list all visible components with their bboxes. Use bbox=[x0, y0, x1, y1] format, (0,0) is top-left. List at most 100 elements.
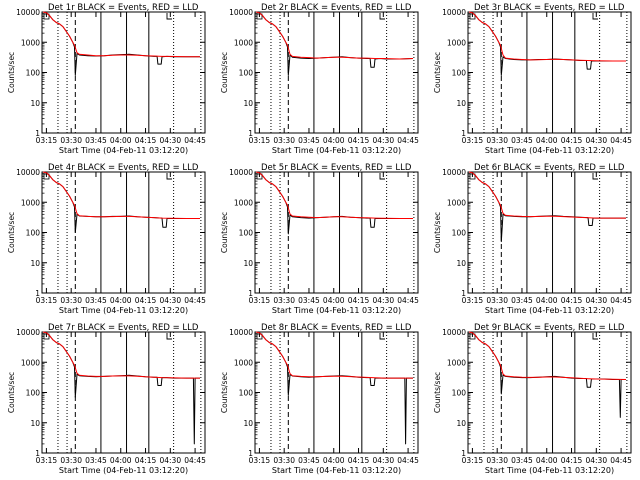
panel-title: Det 6r BLACK = Events, RED = LLD bbox=[474, 163, 625, 173]
detector-panel: Det 9r BLACK = Events, RED = LLD 1 10 100 10… bbox=[433, 323, 632, 475]
x-tick-label: 04:15 bbox=[135, 296, 157, 305]
y-tick-label: 1000 bbox=[234, 198, 253, 207]
x-tick-label: 04:00 bbox=[323, 136, 345, 145]
detector-panel: Det 5r BLACK = Events, RED = LLD 1 10 100 10… bbox=[220, 163, 419, 315]
bracket-mark bbox=[379, 333, 386, 340]
panel-title: Det 1r BLACK = Events, RED = LLD bbox=[48, 3, 199, 13]
plot-frame bbox=[254, 171, 419, 294]
x-tick-label: 03:45 bbox=[85, 456, 107, 465]
x-tick-label: 04:30 bbox=[372, 456, 394, 465]
y-tick-label: 10000 bbox=[442, 8, 466, 17]
panel-title: Det 2r BLACK = Events, RED = LLD bbox=[261, 3, 412, 13]
y-tick-label: 1000 bbox=[21, 198, 40, 207]
x-axis-label: Start Time (04-Feb-11 03:12:20) bbox=[485, 306, 614, 315]
y-axis-label: Counts/sec bbox=[220, 372, 229, 413]
x-tick-label: 03:15 bbox=[36, 136, 58, 145]
plot-frame bbox=[254, 331, 419, 454]
x-tick-label: 03:15 bbox=[249, 296, 271, 305]
y-tick-label: 1000 bbox=[447, 198, 466, 207]
y-tick-label: 10000 bbox=[229, 328, 253, 337]
lld-series-line bbox=[255, 331, 413, 379]
x-tick-label: 03:45 bbox=[298, 136, 320, 145]
detector-panel: Det 1r BLACK = Events, RED = LLD 1 10 100 10… bbox=[7, 3, 206, 155]
panel-title: Det 3r BLACK = Events, RED = LLD bbox=[474, 3, 625, 13]
bracket-mark bbox=[592, 333, 599, 340]
x-tick-label: 04:15 bbox=[135, 456, 157, 465]
x-tick-label: 03:30 bbox=[60, 136, 82, 145]
y-tick-label: 10 bbox=[243, 259, 253, 268]
x-axis-label: Start Time (04-Feb-11 03:12:20) bbox=[485, 466, 614, 475]
x-axis-label: Start Time (04-Feb-11 03:12:20) bbox=[272, 466, 401, 475]
x-tick-label: 04:00 bbox=[536, 136, 558, 145]
x-tick-label: 04:30 bbox=[585, 296, 607, 305]
y-axis-label: Counts/sec bbox=[433, 52, 442, 93]
x-tick-label: 04:00 bbox=[110, 136, 132, 145]
events-series-line bbox=[468, 171, 626, 243]
y-tick-label: 10 bbox=[30, 419, 40, 428]
y-tick-label: 100 bbox=[239, 389, 254, 398]
y-tick-label: 10000 bbox=[16, 168, 40, 177]
x-tick-label: 04:45 bbox=[397, 296, 419, 305]
x-axis-label: Start Time (04-Feb-11 03:12:20) bbox=[59, 146, 188, 155]
y-tick-label: 10000 bbox=[16, 328, 40, 337]
x-tick-label: 03:45 bbox=[511, 296, 533, 305]
panel-title: Det 7r BLACK = Events, RED = LLD bbox=[48, 323, 199, 333]
x-tick-label: 04:45 bbox=[397, 136, 419, 145]
x-axis-label: Start Time (04-Feb-11 03:12:20) bbox=[59, 306, 188, 315]
x-tick-label: 04:00 bbox=[536, 296, 558, 305]
x-tick-label: 04:15 bbox=[348, 296, 370, 305]
x-tick-label: 03:45 bbox=[511, 136, 533, 145]
detector-panel: Det 2r BLACK = Events, RED = LLD 1 10 100 10… bbox=[220, 3, 419, 155]
detector-panel: Det 6r BLACK = Events, RED = LLD 1 10 100 10… bbox=[433, 163, 632, 315]
y-tick-label: 10 bbox=[30, 259, 40, 268]
plot-frame bbox=[254, 11, 419, 134]
x-tick-label: 04:30 bbox=[159, 456, 181, 465]
events-series-line bbox=[42, 331, 200, 445]
x-tick-label: 04:45 bbox=[184, 456, 206, 465]
x-tick-label: 03:30 bbox=[60, 456, 82, 465]
y-tick-label: 10 bbox=[243, 419, 253, 428]
lld-series-line bbox=[42, 171, 200, 219]
panel-title: Det 9r BLACK = Events, RED = LLD bbox=[474, 323, 625, 333]
plot-frame bbox=[467, 11, 632, 134]
x-tick-label: 03:30 bbox=[60, 296, 82, 305]
x-tick-label: 04:15 bbox=[348, 456, 370, 465]
y-axis-label: Counts/sec bbox=[220, 52, 229, 93]
x-tick-label: 04:15 bbox=[561, 296, 583, 305]
x-tick-label: 03:30 bbox=[486, 456, 508, 465]
bracket-mark bbox=[592, 173, 599, 180]
y-tick-label: 1 bbox=[248, 289, 253, 298]
x-tick-label: 04:45 bbox=[610, 456, 632, 465]
plot-frame bbox=[41, 331, 206, 454]
y-tick-label: 100 bbox=[26, 69, 41, 78]
y-tick-label: 100 bbox=[452, 229, 467, 238]
panel-title: Det 4r BLACK = Events, RED = LLD bbox=[48, 163, 199, 173]
y-axis-label: Counts/sec bbox=[433, 212, 442, 253]
detector-panel: Det 4r BLACK = Events, RED = LLD 1 10 100 10… bbox=[7, 163, 206, 315]
plot-frame bbox=[41, 171, 206, 294]
x-tick-label: 03:15 bbox=[462, 456, 484, 465]
lld-series-line bbox=[42, 11, 200, 58]
x-tick-label: 04:30 bbox=[372, 136, 394, 145]
x-tick-label: 04:45 bbox=[610, 136, 632, 145]
x-tick-label: 03:30 bbox=[273, 136, 295, 145]
x-axis-label: Start Time (04-Feb-11 03:12:20) bbox=[59, 466, 188, 475]
y-axis-label: Counts/sec bbox=[7, 372, 16, 413]
y-tick-label: 1 bbox=[35, 289, 40, 298]
y-tick-label: 10000 bbox=[229, 8, 253, 17]
y-tick-label: 1000 bbox=[21, 38, 40, 47]
y-tick-label: 10000 bbox=[16, 8, 40, 17]
x-tick-label: 04:30 bbox=[585, 456, 607, 465]
y-tick-label: 1000 bbox=[234, 358, 253, 367]
y-tick-label: 100 bbox=[452, 389, 467, 398]
y-tick-label: 1 bbox=[248, 449, 253, 458]
y-tick-label: 10 bbox=[456, 259, 466, 268]
y-tick-label: 10000 bbox=[442, 328, 466, 337]
x-tick-label: 03:30 bbox=[486, 296, 508, 305]
detector-panel: Det 7r BLACK = Events, RED = LLD 1 10 100 10… bbox=[7, 323, 206, 475]
x-tick-label: 04:45 bbox=[184, 136, 206, 145]
x-tick-label: 03:15 bbox=[462, 136, 484, 145]
y-tick-label: 1000 bbox=[447, 358, 466, 367]
x-tick-label: 03:15 bbox=[249, 136, 271, 145]
x-tick-label: 03:30 bbox=[486, 136, 508, 145]
